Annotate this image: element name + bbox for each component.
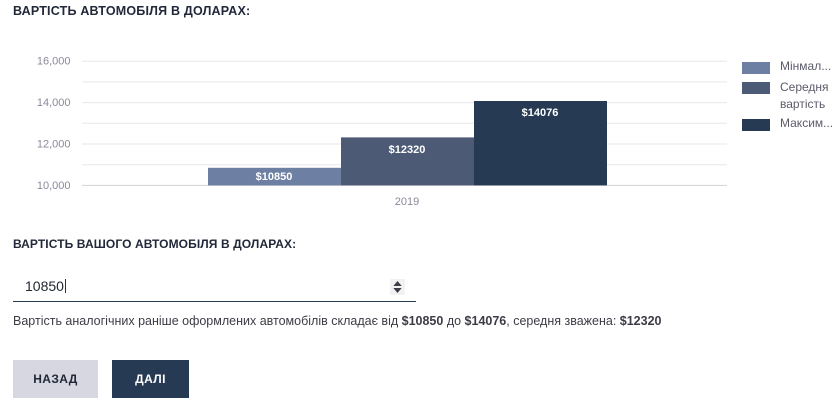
svg-text:$14076: $14076 (522, 107, 559, 119)
svg-text:12,000: 12,000 (37, 139, 71, 151)
svg-text:14,000: 14,000 (37, 97, 71, 109)
svg-text:$12320: $12320 (389, 144, 426, 156)
svg-text:16,000: 16,000 (37, 56, 71, 68)
svg-text:10,000: 10,000 (37, 180, 71, 192)
svg-text:$10850: $10850 (256, 171, 293, 183)
svg-text:2019: 2019 (395, 196, 419, 205)
